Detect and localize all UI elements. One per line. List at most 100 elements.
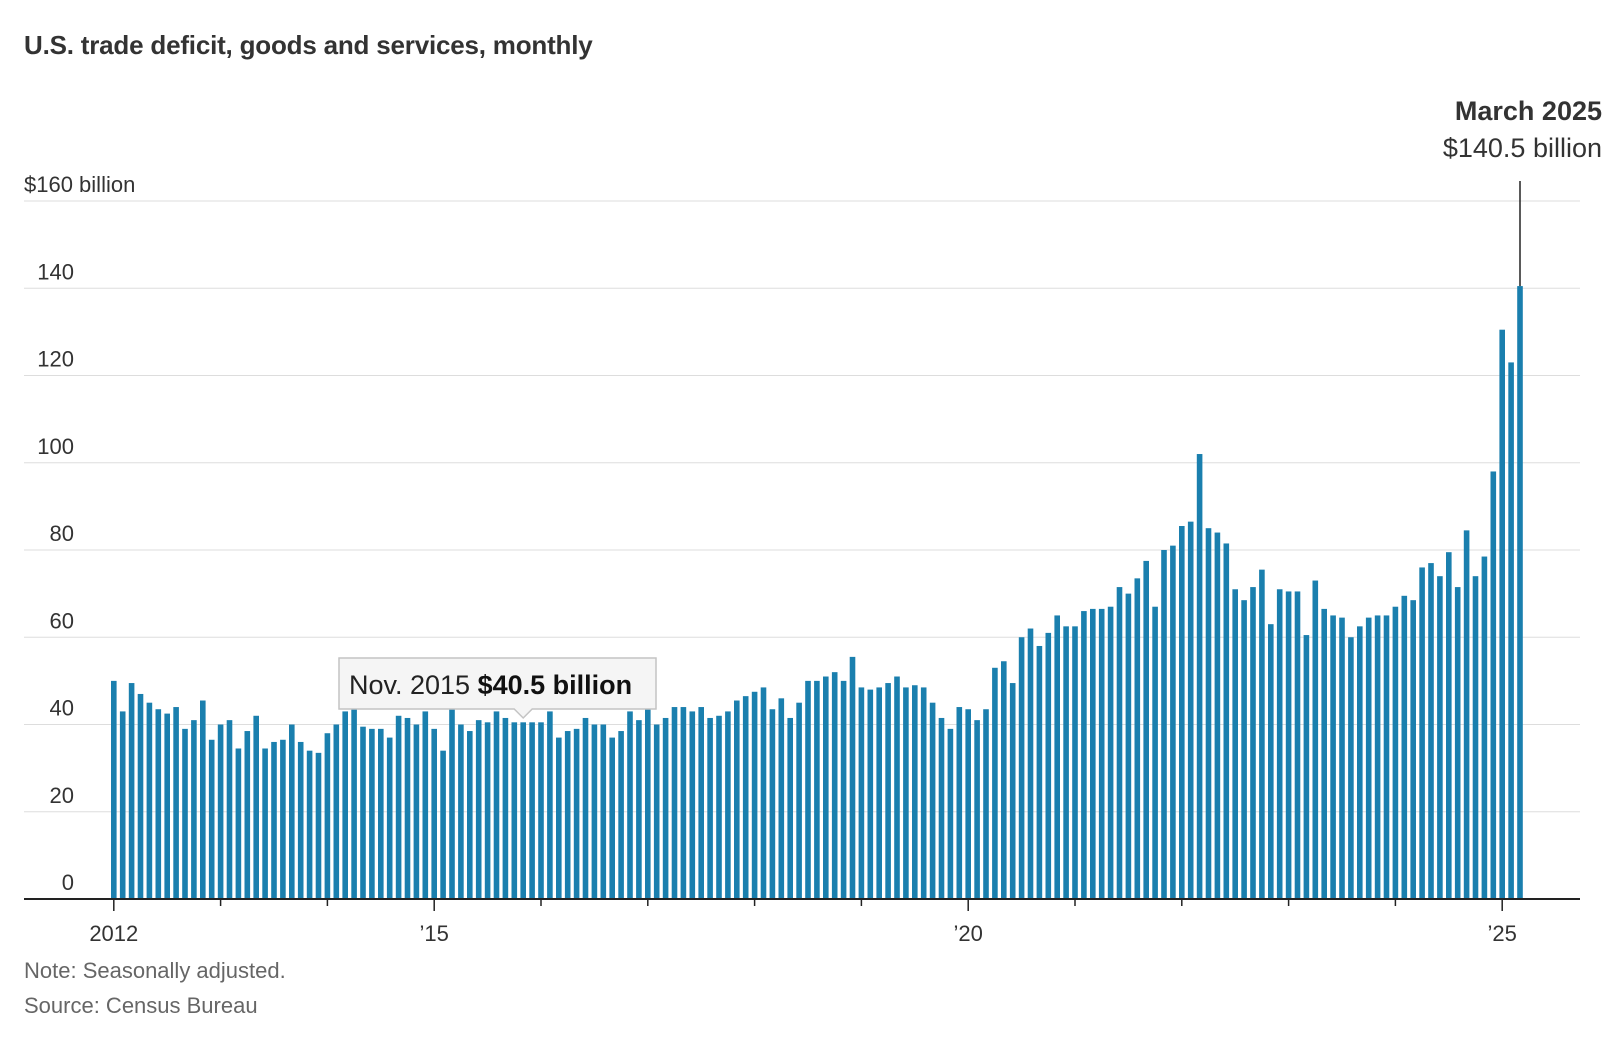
bar	[787, 717, 793, 899]
y-tick-label: 60	[50, 608, 74, 633]
bar	[1098, 608, 1105, 899]
bar	[1214, 532, 1221, 899]
bar	[1241, 600, 1247, 899]
bar	[262, 748, 268, 899]
y-tick-label: 40	[50, 696, 74, 721]
bar	[867, 689, 874, 899]
bar	[484, 722, 491, 899]
bar	[885, 683, 891, 899]
y-tick-label: 120	[37, 347, 74, 372]
bar	[1018, 637, 1025, 899]
bars	[111, 286, 1523, 900]
bar	[653, 724, 660, 899]
bar	[1072, 626, 1078, 899]
bar	[983, 709, 989, 899]
bar	[689, 711, 696, 899]
bar	[351, 709, 357, 899]
bar	[823, 676, 829, 899]
bar	[1392, 606, 1399, 899]
bar	[155, 709, 162, 899]
tooltip-date: Nov. 2015	[349, 670, 478, 700]
bar	[226, 720, 233, 899]
bar	[280, 739, 286, 899]
bar	[1134, 578, 1141, 899]
bar	[876, 687, 882, 899]
bar	[831, 672, 838, 899]
bar	[1152, 606, 1158, 899]
bar	[271, 741, 277, 899]
bar	[422, 711, 429, 899]
bar	[947, 728, 954, 899]
bar	[618, 731, 624, 899]
bar	[912, 685, 918, 899]
x-axis: 2012 ’15 ’20 ’25	[24, 898, 1580, 946]
bar	[253, 715, 259, 899]
bar	[796, 702, 802, 899]
bar	[894, 676, 900, 899]
bar	[200, 700, 206, 899]
bar	[342, 711, 348, 899]
bar	[609, 737, 615, 899]
y-tick-label: 0	[62, 870, 74, 895]
bar	[1027, 628, 1034, 899]
bar	[1081, 611, 1087, 899]
bar	[564, 731, 571, 899]
bar	[1294, 591, 1301, 899]
bar	[475, 720, 482, 899]
bar	[111, 680, 117, 899]
bar	[965, 709, 971, 899]
bar	[645, 709, 651, 899]
x-tick-label: 2012	[89, 921, 138, 946]
bar	[1463, 530, 1470, 899]
bar	[306, 750, 313, 899]
bar	[547, 711, 553, 899]
bar	[511, 722, 518, 899]
bar	[440, 750, 446, 899]
bar	[395, 715, 402, 899]
bar	[1250, 587, 1256, 899]
bar	[938, 717, 945, 899]
bar	[929, 702, 936, 899]
bar	[458, 724, 464, 899]
bar	[1036, 645, 1043, 899]
bar	[1161, 550, 1167, 899]
bar	[1268, 624, 1274, 899]
bar	[1303, 635, 1310, 899]
bar	[538, 722, 544, 899]
bar	[1196, 454, 1203, 899]
bar	[698, 707, 704, 899]
bar	[582, 717, 589, 899]
chart-source: Source: Census Bureau	[24, 993, 258, 1018]
y-tick-label: 20	[50, 783, 74, 808]
bar	[1401, 595, 1408, 899]
bar	[903, 687, 909, 899]
bar	[1428, 563, 1434, 899]
tooltip-box	[338, 657, 657, 720]
bar	[1205, 528, 1212, 899]
bar	[627, 711, 633, 899]
bar	[716, 715, 722, 899]
bar	[1374, 615, 1381, 899]
bar	[1383, 615, 1390, 899]
bar	[1508, 362, 1514, 900]
bar	[467, 731, 473, 899]
bar	[1045, 632, 1052, 899]
bar	[1357, 626, 1363, 899]
bar	[378, 728, 384, 899]
bar	[636, 720, 642, 899]
bar	[814, 680, 820, 899]
bar	[360, 726, 366, 899]
bar	[858, 687, 865, 899]
bar	[324, 733, 331, 899]
bar	[591, 724, 598, 899]
bar	[1285, 591, 1292, 899]
x-tick-label: ’20	[954, 921, 983, 946]
bar	[413, 724, 420, 899]
bar	[1348, 637, 1354, 899]
bar	[1454, 587, 1461, 899]
bar	[520, 722, 526, 899]
bar	[1276, 589, 1283, 899]
bar	[1232, 589, 1238, 899]
bar	[1170, 545, 1176, 899]
